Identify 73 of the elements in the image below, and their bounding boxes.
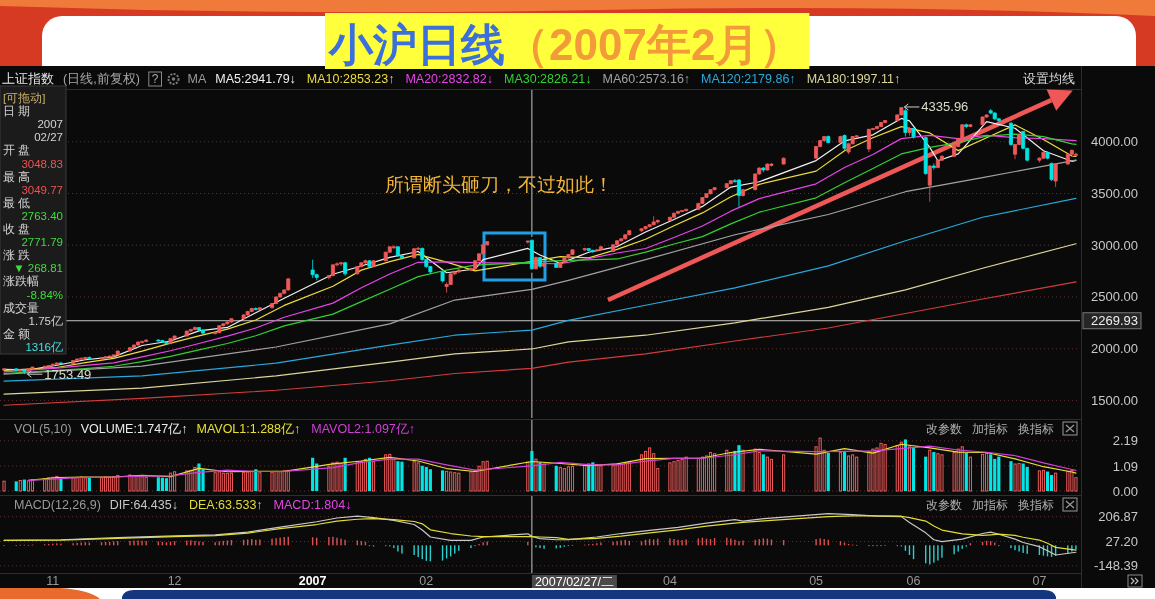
annotation: 改参数 bbox=[926, 498, 962, 512]
x-tick-label: 07 bbox=[1032, 574, 1047, 588]
series-label: DIF:64.435↓ bbox=[109, 498, 178, 512]
annotation: 02/27 bbox=[34, 131, 63, 144]
annotation: 最 低 bbox=[3, 196, 31, 209]
annotation: 涨跌幅 bbox=[3, 275, 39, 288]
y-tick-label: 2000.00 bbox=[1091, 341, 1138, 357]
annotation: 加指标 bbox=[972, 498, 1008, 512]
y-tick-label: 3500.00 bbox=[1091, 185, 1138, 201]
x-tick-label: 12 bbox=[167, 574, 182, 588]
text: (日线,前复权) bbox=[63, 72, 140, 86]
x-tick-label: 05 bbox=[809, 574, 824, 588]
annotation: VOL(5,10) bbox=[14, 422, 72, 436]
annotation: ▼ 268.81 bbox=[13, 262, 63, 275]
x-tick-label: 06 bbox=[906, 574, 921, 588]
y-tick-label: 1.09 bbox=[1112, 458, 1138, 474]
y-tick-label: 2.19 bbox=[1112, 433, 1138, 449]
y-tick-label: 2500.00 bbox=[1091, 289, 1138, 305]
text: MAVOL1:1.288亿↑ bbox=[196, 422, 301, 436]
text: 上证指数 bbox=[2, 72, 54, 86]
text: MA10:2853.23↑ bbox=[306, 72, 395, 86]
annotation: 加指标 bbox=[972, 422, 1008, 436]
chart-subtitle: （2007年2月） bbox=[505, 20, 804, 69]
annotation: 1316亿 bbox=[25, 340, 63, 353]
annotation: 涨 跌 bbox=[3, 249, 31, 262]
text: 设置均线 bbox=[1023, 72, 1075, 86]
text: MA20:2832.82↓ bbox=[405, 72, 493, 86]
text: MA180:1997.11↑ bbox=[806, 72, 901, 86]
annotation: 最 高 bbox=[3, 169, 31, 183]
annotation: 成交量 bbox=[3, 300, 39, 314]
text: MA5:2941.79↓ bbox=[215, 72, 296, 86]
y-tick-label: 4000.00 bbox=[1091, 134, 1138, 150]
text: MA60:2573.16↑ bbox=[602, 72, 691, 86]
annotation: 3049.77 bbox=[21, 183, 63, 196]
y-tick-label: 1500.00 bbox=[1091, 392, 1138, 408]
text: MA120:2179.86↑ bbox=[701, 72, 796, 86]
y-tick-label: 27.20 bbox=[1105, 534, 1138, 550]
annotation: [可拖动] bbox=[3, 92, 46, 104]
chart-title: 小沪日线 bbox=[327, 20, 505, 69]
annotation: 换指标 bbox=[1018, 422, 1054, 436]
annotation: 开 盘 bbox=[3, 144, 31, 157]
text: MA bbox=[187, 72, 207, 86]
x-tick-label: 11 bbox=[46, 574, 60, 588]
annotation: 所谓断头砸刀，不过如此！ bbox=[385, 174, 613, 195]
annotation: 2763.40 bbox=[21, 209, 63, 222]
annotation: MACD(12,26,9) bbox=[14, 498, 101, 512]
series-label: DEA:63.533↑ bbox=[188, 498, 263, 512]
series-label: MAVOL2:1.097亿↑ bbox=[311, 422, 416, 436]
text: MA30:2826.21↓ bbox=[503, 72, 592, 86]
annotation: -8.84% bbox=[26, 288, 63, 301]
annotation: VOLUME:1.747亿↑ bbox=[80, 422, 188, 436]
annotation: 4335.96 bbox=[921, 99, 969, 115]
annotation: 2771.79 bbox=[21, 236, 63, 249]
annotation: MACD:1.804↓ bbox=[273, 498, 352, 512]
annotation: 改参数 bbox=[926, 422, 962, 436]
y-tick-label: 3000.00 bbox=[1091, 237, 1138, 253]
annotation: 换指标 bbox=[1018, 498, 1054, 512]
x-tick-label: 04 bbox=[662, 574, 677, 588]
annotation: 日 期 bbox=[3, 105, 31, 118]
ref-line-label: 2269.93 bbox=[1091, 313, 1138, 329]
text: 2007/02/27/二 bbox=[534, 575, 614, 589]
annotation: 金 额 bbox=[3, 326, 31, 340]
x-tick-label: 02 bbox=[419, 574, 434, 588]
text: ? bbox=[151, 72, 159, 86]
annotation: 3048.83 bbox=[21, 157, 63, 170]
y-tick-label: -148.39 bbox=[1093, 558, 1138, 574]
annotation: 收 盘 bbox=[3, 223, 31, 235]
annotation: 1.75亿 bbox=[28, 314, 63, 327]
y-tick-label: 206.87 bbox=[1098, 509, 1138, 525]
y-tick-label: 0.00 bbox=[1112, 483, 1138, 499]
annotation: 1753.49 bbox=[44, 366, 92, 382]
annotation: 2007 bbox=[37, 118, 63, 131]
x-tick-label: 2007 bbox=[298, 574, 327, 588]
